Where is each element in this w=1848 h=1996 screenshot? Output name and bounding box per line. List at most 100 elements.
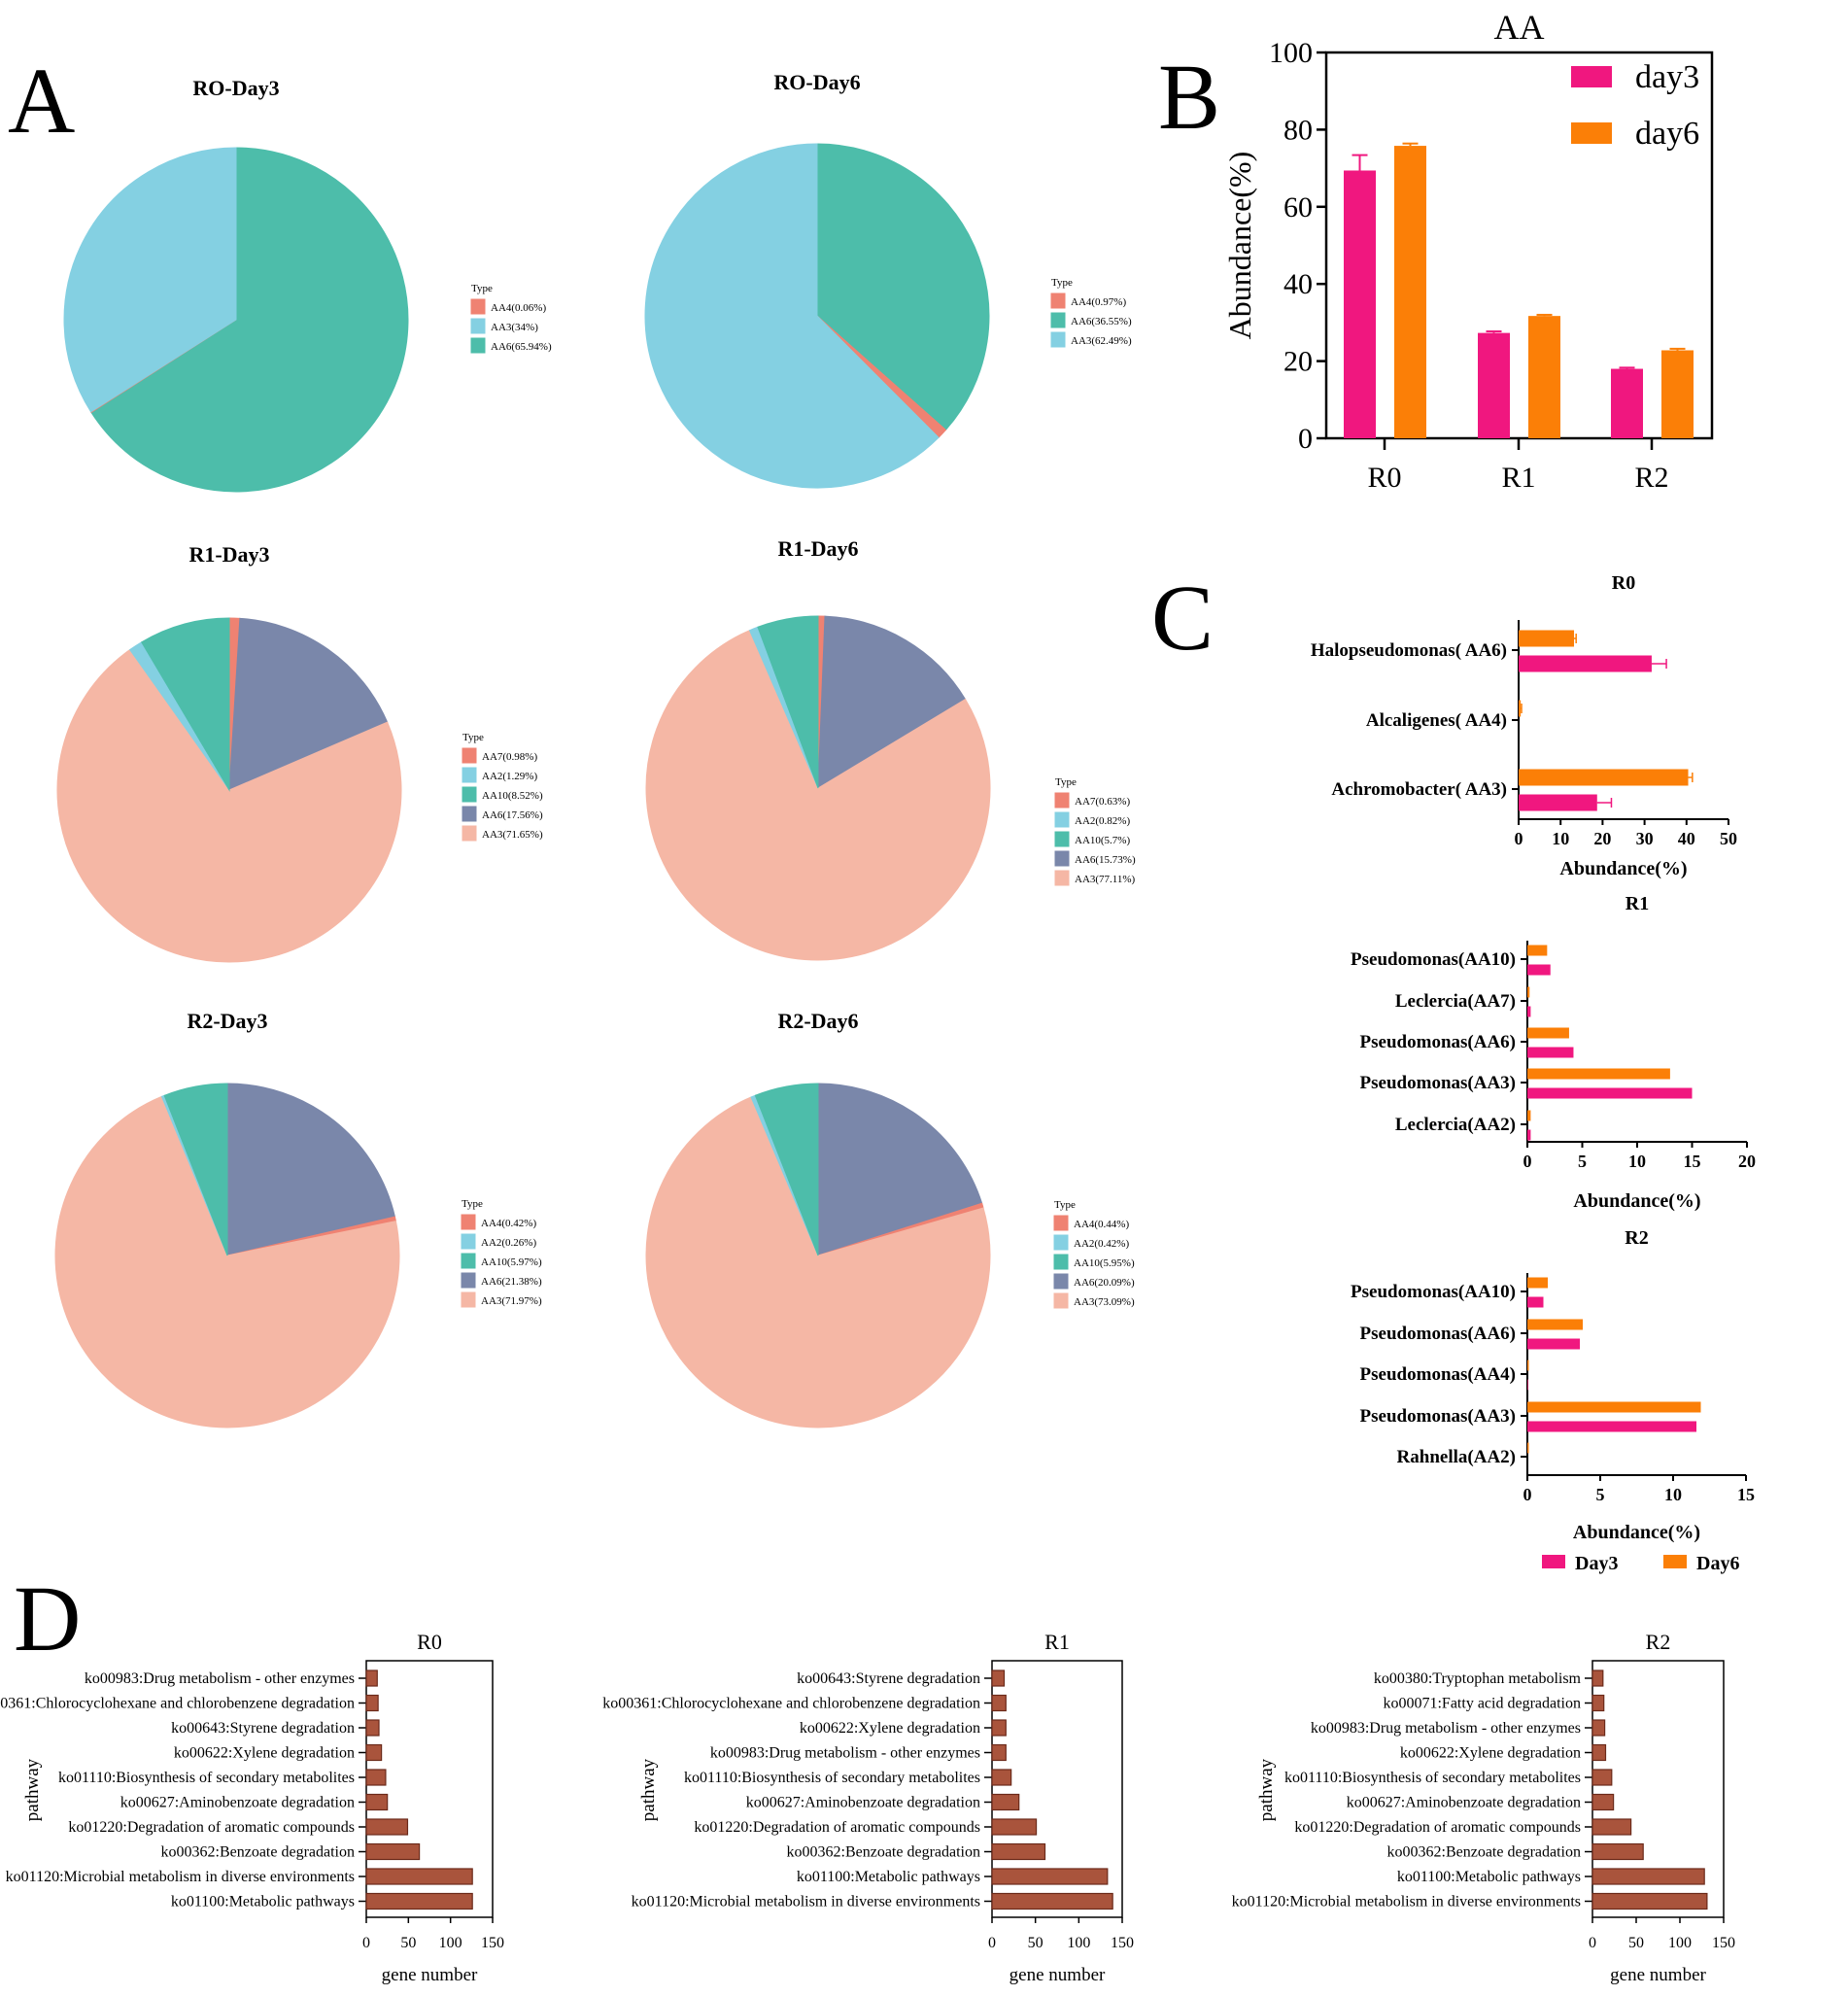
panel-letter-a: A [8, 49, 75, 153]
x-tick-label: 20 [1593, 829, 1611, 848]
bar-day3 [1527, 964, 1551, 976]
x-tick-label: 100 [1067, 1935, 1090, 1951]
category-label: Pseudomonas(AA3) [1360, 1406, 1516, 1427]
legend-title: Type [1051, 277, 1073, 289]
pie-chart-ro-day6: RO-Day6 Type AA4(0.97%) AA6(36.55%) AA3(62.4… [644, 70, 1132, 489]
legend-swatch-aa6 [1054, 850, 1070, 867]
pathway-bar [991, 1669, 1006, 1687]
legend-swatch-aa3 [1050, 331, 1066, 348]
legend-label: AA4(0.44%) [1074, 1219, 1129, 1230]
pathway-label: ko01120:Microbial metabolism in diverse … [1232, 1894, 1581, 1910]
x-tick-label: 0 [362, 1935, 370, 1951]
pathway-label: ko01220:Degradation of aromatic compound… [68, 1819, 355, 1836]
legend-label: day6 [1635, 116, 1699, 152]
legend-label: AA6(17.56%) [482, 809, 543, 821]
pie-slice-aa3 [644, 143, 940, 489]
legend-label: AA6(15.73%) [1075, 854, 1136, 866]
pathway-label: ko01100:Metabolic pathways [1397, 1869, 1581, 1885]
pie-legend: Type AA4(0.97%) AA6(36.55%) AA3(62.49%) [1050, 277, 1132, 348]
pie-slice-aa6 [90, 147, 409, 493]
x-tick-label: 5 [1578, 1152, 1587, 1171]
pie-slice-aa10 [163, 1083, 228, 1256]
panel-d-pathway-bar-charts: R0 gene number pathway 0 50 100 150 ko00983:Dru… [0, 1630, 1735, 1985]
bar-day6-r2 [1661, 350, 1694, 438]
panel-a-pie-charts: RO-Day3 Type AA4(0.06%) AA3(34%) AA6(65.94%)… [54, 70, 1136, 1428]
y-tick-label: 100 [1269, 37, 1313, 69]
y-axis-label: pathway [22, 1758, 43, 1821]
pie-slice-aa6 [228, 617, 389, 791]
pathway-label: ko00627:Aminobenzoate degradation [120, 1795, 355, 1811]
pathway-label: ko00622:Xylene degradation [800, 1720, 980, 1737]
legend-title: Type [462, 1198, 483, 1210]
pathway-bar [365, 1793, 389, 1811]
bar-day3 [1527, 1006, 1531, 1017]
pathway-label: ko00362:Benzoate degradation [1387, 1844, 1582, 1861]
legend-label: Day6 [1696, 1553, 1739, 1574]
bar-day6 [1527, 1401, 1701, 1413]
legend-label: AA3(71.97%) [481, 1295, 542, 1307]
pie-title: R1-Day3 [188, 542, 269, 567]
x-tick-label: 10 [1664, 1485, 1682, 1504]
pie-legend: Type AA7(0.63%) AA2(0.82%) AA10(5.7%) AA6(15… [1054, 776, 1136, 886]
x-tick-label: 20 [1738, 1152, 1756, 1171]
pie-slice-aa3 [56, 648, 402, 963]
category-label: Halopseudomonas( AA6) [1311, 640, 1507, 661]
pathway-bar [1591, 1694, 1605, 1712]
y-tick-label: 60 [1283, 191, 1313, 224]
pie-title: R1-Day6 [777, 536, 858, 561]
pathway-label: ko00380:Tryptophan metabolism [1374, 1670, 1582, 1687]
pie-legend: Type AA4(0.44%) AA2(0.42%) AA10(5.95%) AA6(2… [1053, 1199, 1135, 1309]
x-tick-label: 150 [481, 1935, 504, 1951]
pie-title: R2-Day3 [187, 1009, 267, 1033]
legend-title: Type [471, 283, 493, 294]
subplot-title: R1 [1044, 1630, 1070, 1654]
x-tick-label: 30 [1636, 829, 1654, 848]
legend-label: AA3(77.11%) [1075, 874, 1136, 885]
bar-day3 [1527, 1047, 1574, 1058]
y-axis-label: Abundance(%) [1222, 152, 1257, 340]
pathway-label: ko00361:Chlorocyclohexane and chlorobenz… [602, 1696, 980, 1712]
legend-label: AA7(0.98%) [482, 751, 537, 763]
x-axis-label: gene number [1610, 1965, 1706, 1985]
category-label: Leclercia(AA7) [1395, 991, 1516, 1012]
legend-label: AA4(0.42%) [481, 1218, 536, 1229]
legend-swatch-aa10 [462, 786, 477, 803]
pathway-chart-r2: R2 gene number pathway 0 50 100 150 ko00380:Try… [1232, 1630, 1735, 1985]
x-tick-label: R1 [1501, 462, 1535, 494]
pathway-bar [1591, 1669, 1604, 1687]
legend-swatch-day3 [1571, 66, 1612, 87]
pathway-label: ko00643:Styrene degradation [797, 1670, 980, 1687]
pathway-bar [365, 1719, 380, 1737]
legend-swatch-aa2 [461, 1233, 476, 1250]
x-axis-label: Abundance(%) [1573, 1522, 1700, 1543]
x-tick-label: R0 [1367, 462, 1401, 494]
legend-label: AA10(5.97%) [481, 1256, 542, 1268]
pie-legend: Type AA4(0.42%) AA2(0.26%) AA10(5.97%) AA6(2… [461, 1198, 542, 1308]
bar-day6 [1527, 1442, 1529, 1454]
legend-label: AA10(8.52%) [482, 790, 543, 802]
bar-day3 [1527, 1338, 1580, 1350]
pie-slice-aa6 [226, 1083, 396, 1256]
pie-slice-aa6 [816, 143, 990, 431]
pathway-label: ko00622:Xylene degradation [174, 1745, 355, 1762]
bar-day6 [1519, 700, 1522, 717]
legend-label: AA6(36.55%) [1071, 316, 1132, 327]
legend-swatch-aa10 [1054, 831, 1070, 847]
y-tick-label: 40 [1283, 268, 1313, 300]
bar-day6 [1519, 630, 1575, 647]
legend-label: day3 [1635, 59, 1699, 95]
x-axis-label: gene number [382, 1965, 478, 1985]
legend-label: AA4(0.06%) [491, 302, 546, 314]
legend-swatch-aa3 [462, 825, 477, 842]
legend-swatch-aa4 [1053, 1215, 1069, 1231]
abundance-chart-r1: R1 0 5 10 15 20 Abundance(%) Pseudomonas(AA10) L… [1351, 893, 1756, 1212]
pathway-label: ko00627:Aminobenzoate degradation [1347, 1795, 1581, 1811]
legend-swatch-aa3 [1053, 1292, 1069, 1309]
pathway-label: ko01220:Degradation of aromatic compound… [1294, 1819, 1581, 1836]
pathway-label: ko01100:Metabolic pathways [171, 1894, 355, 1910]
pie-chart-r2-day6: R2-Day6 Type AA4(0.44%) AA2(0.42%) AA10(5.95… [645, 1009, 1135, 1428]
x-tick-label: 5 [1596, 1485, 1605, 1504]
x-tick-label: 15 [1737, 1485, 1755, 1504]
legend-swatch-aa2 [1053, 1234, 1069, 1251]
bar-day3-r2 [1611, 368, 1643, 438]
